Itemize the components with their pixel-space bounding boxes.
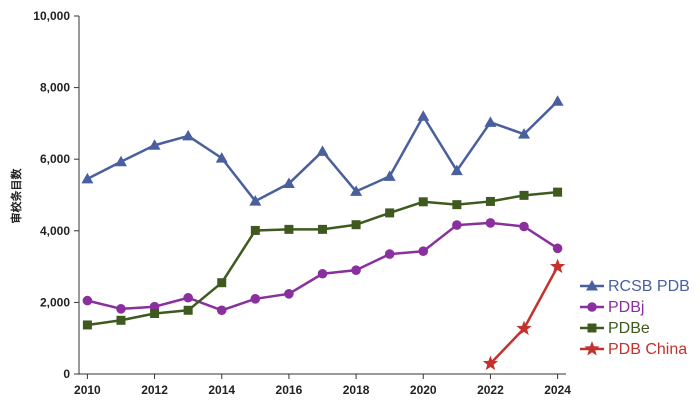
- data-point: [316, 145, 329, 156]
- x-tick-label: 2024: [544, 383, 571, 397]
- legend-label: RCSB PDB: [608, 278, 690, 295]
- data-point: [350, 185, 363, 196]
- data-point: [452, 200, 462, 210]
- x-tick-label: 2014: [208, 383, 235, 397]
- data-point: [249, 195, 262, 206]
- y-tick-label: 4,000: [40, 224, 70, 238]
- data-point: [452, 220, 462, 230]
- x-tick-label: 2020: [410, 383, 437, 397]
- data-point: [215, 152, 228, 163]
- legend-item: PDBj: [580, 299, 644, 316]
- data-point: [116, 315, 126, 325]
- data-point: [418, 246, 429, 257]
- data-point: [216, 305, 227, 316]
- data-point: [82, 295, 93, 306]
- legend-item: PDB China: [580, 340, 687, 358]
- data-point: [485, 196, 495, 206]
- data-point: [282, 177, 295, 189]
- data-point: [183, 305, 193, 315]
- data-point: [383, 170, 396, 181]
- data-point: [549, 258, 566, 274]
- series-triangle: [81, 95, 564, 206]
- data-point: [551, 95, 564, 106]
- data-point: [284, 224, 294, 234]
- data-point: [519, 221, 529, 232]
- legend-label: PDBj: [608, 299, 644, 316]
- data-point: [516, 320, 532, 336]
- legend-marker: [587, 302, 597, 312]
- legend-marker: [584, 340, 600, 356]
- legend-item: PDBe: [580, 320, 650, 337]
- data-point: [484, 116, 497, 127]
- data-point: [82, 320, 92, 330]
- y-tick-label: 10,000: [33, 9, 70, 23]
- y-tick-label: 6,000: [40, 152, 70, 166]
- series-square: [82, 187, 563, 330]
- series-line: [87, 221, 559, 312]
- data-point: [482, 355, 499, 371]
- legend-marker: [587, 323, 597, 333]
- data-point: [317, 268, 328, 279]
- x-tick-label: 2010: [74, 383, 101, 397]
- data-point: [217, 278, 227, 288]
- data-point: [518, 128, 531, 139]
- data-point: [81, 172, 94, 184]
- data-point: [450, 164, 463, 176]
- y-axis-label: 审校条目数: [9, 168, 23, 224]
- x-tick-label: 2012: [141, 383, 168, 397]
- data-point: [519, 190, 529, 200]
- series-group: [81, 95, 566, 371]
- data-point: [150, 308, 160, 318]
- data-point: [116, 304, 126, 314]
- x-tick-label: 2018: [343, 383, 370, 397]
- data-point: [385, 208, 395, 218]
- data-point: [351, 265, 361, 275]
- legend: RCSB PDB PDBj PDBe PDB China: [580, 278, 690, 358]
- legend-label: PDB China: [608, 341, 687, 358]
- legend-item: RCSB PDB: [580, 278, 690, 295]
- series-line: [489, 266, 559, 365]
- y-tick-label: 2,000: [40, 295, 70, 309]
- data-point: [148, 139, 161, 150]
- data-point: [284, 289, 294, 299]
- data-point: [250, 225, 260, 235]
- data-point: [384, 249, 395, 259]
- x-tick-label: 2016: [276, 383, 303, 397]
- data-point: [114, 155, 127, 167]
- data-point: [417, 110, 430, 121]
- data-point: [318, 224, 327, 234]
- data-point: [250, 294, 261, 304]
- x-tick-group: 2010 2012 2014 2016 2018 2020 2022 2024: [74, 374, 571, 397]
- data-point: [183, 292, 193, 303]
- data-point: [552, 243, 563, 254]
- y-axis-title: 审校条目数: [9, 168, 23, 224]
- legend-marker: [586, 280, 598, 291]
- y-tick-label: 0: [63, 367, 70, 381]
- data-point: [485, 218, 496, 228]
- y-tick-group: 0 2,000 4,000 6,000 8,000 10,000: [33, 9, 79, 381]
- x-tick-label: 2022: [477, 383, 504, 397]
- data-point: [182, 129, 195, 141]
- y-tick-label: 8,000: [40, 81, 70, 95]
- series-star: [482, 258, 566, 371]
- data-point: [351, 220, 361, 230]
- legend-label: PDBe: [608, 320, 650, 337]
- data-point: [553, 187, 563, 197]
- data-point: [418, 197, 428, 207]
